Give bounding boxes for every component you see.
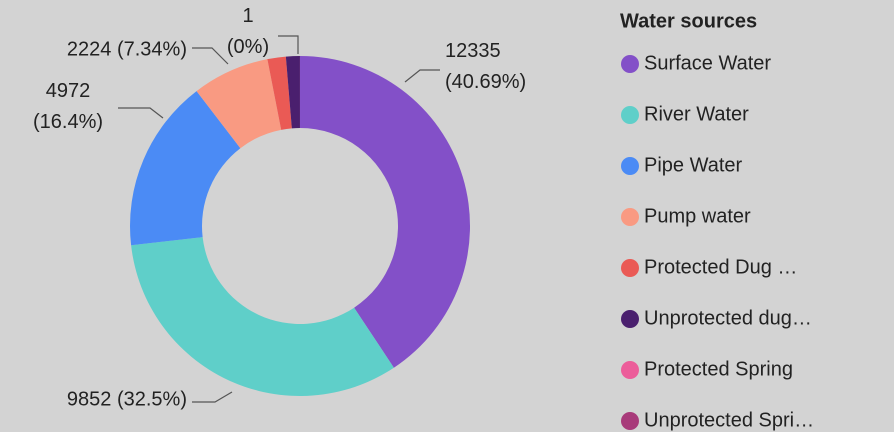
legend-label: Protected Dug … <box>644 256 797 278</box>
legend-swatch <box>621 157 639 175</box>
legend-swatch <box>621 208 639 226</box>
legend-swatch <box>621 361 639 379</box>
legend-swatch <box>621 412 639 430</box>
leader-line <box>278 35 299 54</box>
legend-swatch <box>621 259 639 277</box>
leader-line <box>192 391 233 403</box>
legend-label: Unprotected dug… <box>644 307 812 329</box>
legend-swatch <box>621 106 639 124</box>
data-label: 2224 (7.34%) <box>67 38 187 60</box>
leader-line <box>404 69 440 83</box>
legend-label: Pump water <box>644 205 751 227</box>
legend-label: Surface Water <box>644 52 771 74</box>
leader-line <box>118 107 164 119</box>
donut-slice <box>196 59 282 149</box>
donut-slice <box>300 56 471 368</box>
donut-slice <box>285 56 300 129</box>
legend-label: Pipe Water <box>644 154 743 176</box>
data-label: 4972 (16.4%) <box>33 80 103 133</box>
legend-label: River Water <box>644 103 749 125</box>
donut-slice <box>131 237 394 397</box>
legend-label: Unprotected Spri… <box>644 409 814 431</box>
legend-swatch <box>621 55 639 73</box>
donut-slice <box>130 91 241 246</box>
data-label: 1 (0%) <box>227 5 269 58</box>
legend-swatch <box>621 310 639 328</box>
legend-label: Protected Spring <box>644 358 793 380</box>
data-label: 9852 (32.5%) <box>67 388 187 410</box>
data-label: 12335 (40.69%) <box>445 40 526 93</box>
legend-title: Water sources <box>620 10 757 32</box>
donut-slice <box>267 56 292 130</box>
leader-line <box>192 47 229 65</box>
